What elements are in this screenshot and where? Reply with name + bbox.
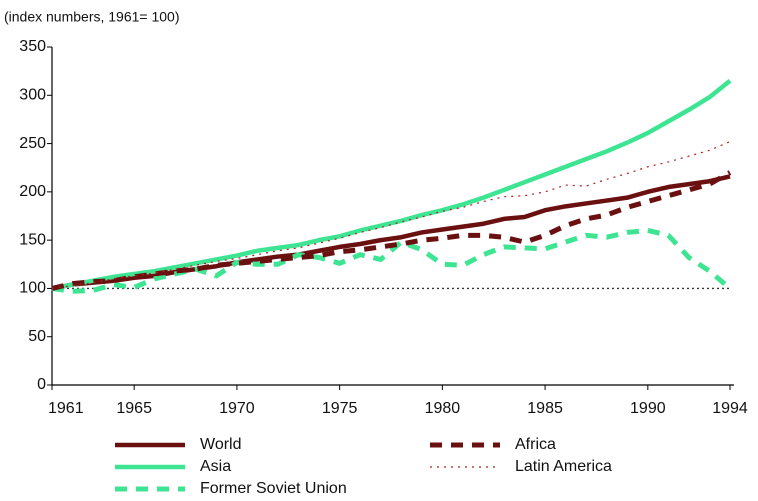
legend-label: World xyxy=(200,436,242,453)
x-tick-label: 1985 xyxy=(527,400,563,417)
series-line xyxy=(51,227,732,294)
chart-subtitle: (index numbers, 1961= 100) xyxy=(4,9,180,25)
series-line xyxy=(51,141,731,290)
y-tick-label: 300 xyxy=(19,87,46,104)
legend-label: Asia xyxy=(200,458,231,475)
y-tick-label: 150 xyxy=(19,231,46,248)
legend-label: Africa xyxy=(515,436,556,453)
y-tick-label: 50 xyxy=(28,328,46,345)
legend-label: Former Soviet Union xyxy=(200,480,347,497)
y-tick-label: 250 xyxy=(19,135,46,152)
series-line xyxy=(51,79,732,291)
y-tick-label: 200 xyxy=(19,183,46,200)
x-tick-label: 1970 xyxy=(219,400,255,417)
y-tick-label: 0 xyxy=(37,376,46,393)
y-tick-label: 350 xyxy=(19,38,46,55)
series-line xyxy=(51,170,732,291)
x-tick-label: 1975 xyxy=(322,400,358,417)
x-tick-label: 1965 xyxy=(116,400,152,417)
x-tick-label: 1980 xyxy=(425,400,461,417)
x-tick-label: 1990 xyxy=(630,400,666,417)
x-tick-label: 1994 xyxy=(712,400,748,417)
y-tick-label: 100 xyxy=(19,280,46,297)
legend-label: Latin America xyxy=(515,458,612,475)
x-tick-label: 1961 xyxy=(48,400,84,417)
